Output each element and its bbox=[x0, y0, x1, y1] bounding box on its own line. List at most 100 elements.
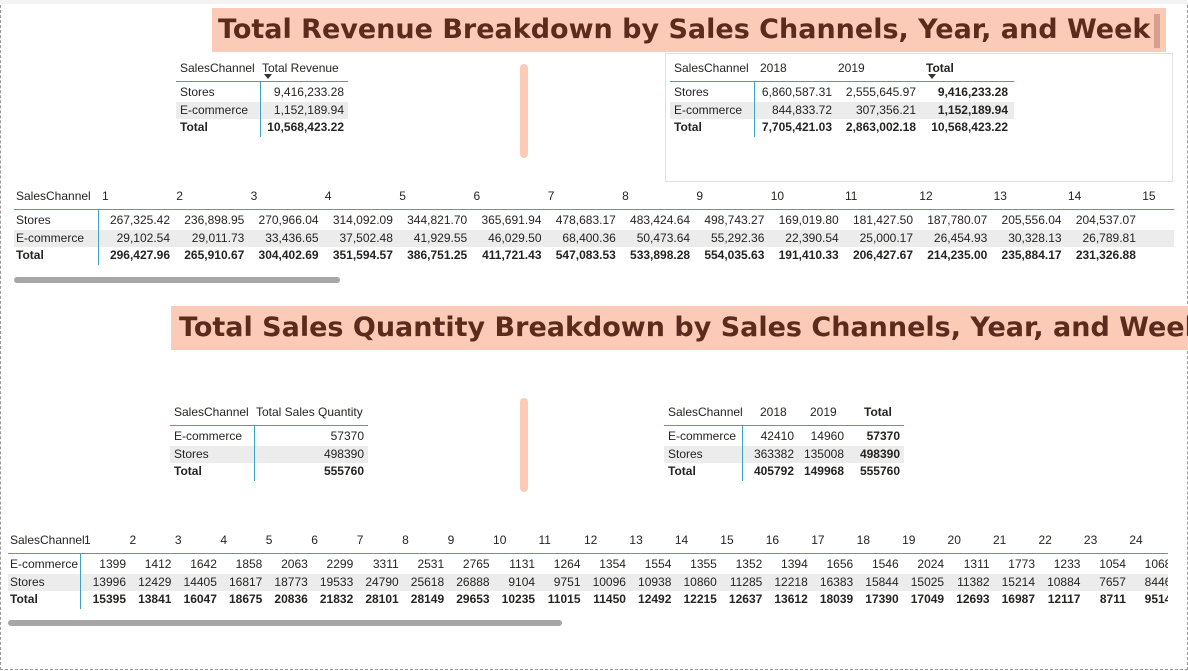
column-header[interactable]: 9 bbox=[447, 533, 455, 547]
total-row[interactable]: Total 10,568,423.22 bbox=[176, 119, 348, 137]
column-header[interactable]: 12 bbox=[583, 533, 598, 547]
column-header[interactable]: 1 bbox=[102, 189, 109, 203]
value-cell: 1,152,189.94 bbox=[937, 102, 1008, 117]
column-header[interactable]: 10 bbox=[493, 533, 507, 547]
column-header[interactable]: 13 bbox=[629, 533, 643, 547]
column-header[interactable]: 11 bbox=[538, 533, 551, 547]
table-row[interactable]: Stores 267,325.42 236,898.95 270,966.04 314,… bbox=[14, 212, 1174, 230]
column-header[interactable]: SalesChannel bbox=[180, 61, 255, 75]
table-row[interactable]: Stores 13996 12429 14405 16817 18773 19533 2479… bbox=[8, 573, 1168, 591]
revenue-year-matrix[interactable]: SalesChannel 2018 2019 Total Stores 6,860,587… bbox=[670, 57, 1030, 137]
column-header[interactable]: 17 bbox=[811, 533, 825, 547]
column-header[interactable]: 11 bbox=[845, 189, 858, 203]
table-row[interactable]: Stores 9,416,233.28 bbox=[176, 84, 348, 102]
column-header[interactable]: 21 bbox=[993, 533, 1007, 547]
value-cell: 1,152,189.94 bbox=[273, 102, 344, 117]
total-row[interactable]: Total 296,427.96 265,910.67 304,402.69 351,5… bbox=[14, 247, 1174, 265]
revenue-summary-matrix[interactable]: SalesChannel Total Revenue Stores 9,416,233… bbox=[176, 57, 376, 137]
value-cell: 14405 bbox=[183, 574, 217, 589]
column-header[interactable]: 6 bbox=[311, 533, 318, 547]
column-header[interactable]: 2 bbox=[129, 533, 137, 547]
column-header[interactable]: 7 bbox=[356, 533, 364, 547]
column-header[interactable]: 14 bbox=[674, 533, 689, 547]
column-header[interactable]: 3 bbox=[174, 533, 182, 547]
column-header[interactable]: 23 bbox=[1083, 533, 1098, 547]
column-header[interactable]: 24 bbox=[1129, 533, 1143, 547]
row-label: E-commerce bbox=[180, 102, 249, 117]
column-header[interactable]: 4 bbox=[324, 189, 332, 203]
column-header[interactable]: 18 bbox=[856, 533, 870, 547]
total-row[interactable]: Total 15395 13841 16047 18675 20836 21832 28101… bbox=[8, 591, 1168, 609]
value-cell: 13996 bbox=[92, 574, 126, 589]
value-cell: 24790 bbox=[365, 574, 399, 589]
row-label: Stores bbox=[668, 446, 703, 461]
column-header[interactable]: 19 bbox=[902, 533, 916, 547]
value-cell: 13841 bbox=[138, 592, 172, 606]
value-cell: 29,102.54 bbox=[116, 230, 170, 245]
value-cell: 1068 bbox=[1144, 557, 1168, 571]
column-header[interactable]: 10 bbox=[770, 189, 785, 203]
column-header[interactable]: SalesChannel bbox=[174, 405, 249, 419]
value-cell: 9514 bbox=[1144, 592, 1168, 606]
column-header[interactable]: 13 bbox=[993, 189, 1007, 203]
column-header[interactable]: Total bbox=[926, 61, 954, 75]
value-cell: 55,292.36 bbox=[711, 230, 765, 245]
column-header[interactable]: Total Revenue bbox=[262, 61, 339, 75]
column-header[interactable]: 7 bbox=[547, 189, 555, 203]
column-header[interactable]: 15 bbox=[720, 533, 734, 547]
column-header[interactable]: 22 bbox=[1038, 533, 1052, 547]
quantity-summary-matrix[interactable]: SalesChannel Total Sales Quantity E-commer… bbox=[170, 401, 390, 481]
value-cell: 19533 bbox=[319, 574, 354, 589]
value-cell: 10884 bbox=[1047, 574, 1081, 589]
column-header[interactable]: 8 bbox=[402, 533, 409, 547]
column-header[interactable]: SalesChannel bbox=[10, 533, 85, 547]
column-header[interactable]: 15 bbox=[1142, 189, 1156, 203]
column-header[interactable]: 4 bbox=[220, 533, 228, 547]
row-label: Stores bbox=[180, 85, 215, 99]
column-header[interactable]: 5 bbox=[265, 533, 273, 547]
quantity-week-scrollbar[interactable] bbox=[8, 620, 562, 626]
table-row[interactable]: E-commerce 844,833.72 307,356.21 1,152,189.… bbox=[670, 101, 1014, 119]
column-header[interactable]: 20 bbox=[947, 533, 961, 547]
total-row[interactable]: Total 7,705,421.03 2,863,002.18 10,568,423.… bbox=[670, 119, 1014, 137]
table-row[interactable]: Stores 6,860,587.31 2,555,645.97 9,416,233.… bbox=[670, 84, 1014, 102]
column-header[interactable]: 16 bbox=[765, 533, 780, 547]
quantity-year-matrix[interactable]: SalesChannel 2018 2019 Total E-commerce 42410… bbox=[664, 401, 924, 481]
column-header[interactable]: 6 bbox=[473, 189, 481, 203]
column-header[interactable]: SalesChannel bbox=[668, 405, 743, 419]
revenue-week-scrollbar[interactable] bbox=[14, 277, 340, 283]
column-header[interactable]: 8 bbox=[622, 189, 629, 203]
table-row[interactable]: E-commerce 1399 1412 1642 1858 2063 2299 3311 25… bbox=[8, 556, 1168, 574]
total-row[interactable]: Total 555760 bbox=[170, 463, 368, 481]
column-header[interactable]: 2019 bbox=[810, 405, 837, 419]
table-row[interactable]: Stores 363382 135008 498390 bbox=[664, 445, 904, 463]
column-header[interactable]: 14 bbox=[1067, 189, 1082, 203]
sort-descending-icon[interactable] bbox=[928, 74, 936, 79]
column-header[interactable]: 2 bbox=[176, 189, 183, 203]
table-row[interactable]: E-commerce 1,152,189.94 bbox=[176, 101, 348, 119]
column-header[interactable]: 9 bbox=[696, 189, 704, 203]
column-header[interactable]: SalesChannel bbox=[674, 61, 749, 75]
total-row[interactable]: Total 405792 149968 555760 bbox=[664, 463, 904, 481]
table-row[interactable]: E-commerce 42410 14960 57370 bbox=[664, 428, 904, 446]
column-header[interactable]: 12 bbox=[919, 189, 933, 203]
column-header[interactable]: 3 bbox=[250, 189, 258, 203]
column-header[interactable]: 5 bbox=[399, 189, 406, 203]
column-header[interactable]: 2018 bbox=[760, 61, 787, 75]
revenue-week-matrix[interactable]: SalesChannel 1 2 3 4 5 6 7 8 9 10 11 12 13 14 15 Stores 2… bbox=[14, 185, 1174, 271]
column-header[interactable]: 2019 bbox=[838, 61, 865, 75]
matrix-header-row: SalesChannel Total Sales Quantity bbox=[170, 401, 390, 423]
sort-descending-icon[interactable] bbox=[264, 74, 272, 79]
row-label: Total bbox=[180, 120, 208, 134]
quantity-week-matrix[interactable]: SalesChannel 1 2 3 4 5 6 7 8 9 10 11 12 13 14 15 16 17 18 1… bbox=[8, 529, 1168, 615]
column-header[interactable]: Total Sales Quantity bbox=[256, 405, 363, 419]
column-header[interactable]: SalesChannel bbox=[16, 189, 91, 203]
header-separator bbox=[664, 425, 904, 426]
table-row[interactable]: E-commerce 29,102.54 29,011.73 33,436.65 37,… bbox=[14, 229, 1174, 247]
column-header[interactable]: 1 bbox=[84, 533, 91, 547]
value-cell: 149968 bbox=[803, 464, 844, 478]
column-header[interactable]: 2018 bbox=[760, 405, 787, 419]
table-row[interactable]: E-commerce 57370 bbox=[170, 428, 368, 446]
table-row[interactable]: Stores 498390 bbox=[170, 445, 368, 463]
column-header[interactable]: Total bbox=[864, 405, 892, 419]
